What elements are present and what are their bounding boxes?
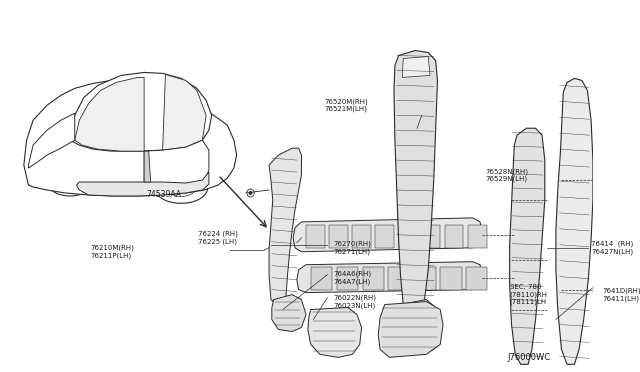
- Polygon shape: [163, 74, 206, 150]
- Polygon shape: [293, 218, 482, 252]
- Text: 76528N(RH)
76529N(LH): 76528N(RH) 76529N(LH): [486, 168, 529, 182]
- Ellipse shape: [520, 148, 536, 162]
- Text: 76520M(RH)
76521M(LH): 76520M(RH) 76521M(LH): [324, 98, 369, 112]
- Polygon shape: [378, 302, 443, 357]
- Polygon shape: [468, 225, 486, 248]
- Polygon shape: [272, 295, 306, 331]
- Polygon shape: [353, 225, 371, 248]
- Text: 7641D(RH)
76411(LH): 7641D(RH) 76411(LH): [602, 288, 640, 302]
- Polygon shape: [329, 225, 348, 248]
- Polygon shape: [306, 225, 324, 248]
- Polygon shape: [440, 267, 461, 290]
- Ellipse shape: [407, 202, 428, 218]
- Polygon shape: [269, 148, 301, 305]
- Polygon shape: [24, 80, 237, 196]
- Polygon shape: [144, 151, 150, 182]
- Polygon shape: [308, 308, 362, 357]
- Ellipse shape: [520, 293, 536, 307]
- Polygon shape: [414, 267, 436, 290]
- Circle shape: [249, 191, 252, 195]
- Ellipse shape: [520, 243, 536, 257]
- Polygon shape: [399, 225, 417, 248]
- Text: 74539AA: 74539AA: [146, 190, 181, 199]
- Polygon shape: [556, 78, 593, 364]
- Polygon shape: [466, 267, 488, 290]
- Text: 76270(RH)
76271(LH): 76270(RH) 76271(LH): [334, 241, 372, 255]
- Ellipse shape: [407, 82, 428, 98]
- Polygon shape: [337, 267, 358, 290]
- Text: 76210M(RH)
76211P(LH): 76210M(RH) 76211P(LH): [90, 245, 134, 259]
- Polygon shape: [297, 262, 482, 293]
- Text: 76414  (RH)
76427N(LH): 76414 (RH) 76427N(LH): [591, 241, 634, 255]
- Polygon shape: [75, 77, 144, 151]
- Text: 76022N(RH)
76023N(LH): 76022N(RH) 76023N(LH): [334, 295, 377, 308]
- Polygon shape: [388, 267, 410, 290]
- Polygon shape: [310, 267, 332, 290]
- Polygon shape: [70, 73, 212, 151]
- Polygon shape: [397, 299, 440, 355]
- Text: J76000WC: J76000WC: [508, 353, 551, 362]
- Polygon shape: [28, 113, 75, 168]
- Text: 76224 (RH)
76225 (LH): 76224 (RH) 76225 (LH): [198, 231, 237, 245]
- Polygon shape: [376, 225, 394, 248]
- Polygon shape: [77, 172, 209, 196]
- Text: SEC. 780
(78110)RH
(78111)LH: SEC. 780 (78110)RH (78111)LH: [509, 284, 548, 305]
- Polygon shape: [422, 225, 440, 248]
- Ellipse shape: [407, 122, 428, 138]
- Ellipse shape: [407, 162, 428, 178]
- Polygon shape: [403, 57, 430, 77]
- Polygon shape: [509, 128, 545, 364]
- Polygon shape: [445, 225, 463, 248]
- Polygon shape: [394, 51, 438, 318]
- Polygon shape: [144, 140, 209, 193]
- Ellipse shape: [407, 242, 428, 258]
- Ellipse shape: [520, 193, 536, 207]
- Text: 764A6(RH)
764A7(LH): 764A6(RH) 764A7(LH): [334, 271, 372, 285]
- Polygon shape: [362, 267, 384, 290]
